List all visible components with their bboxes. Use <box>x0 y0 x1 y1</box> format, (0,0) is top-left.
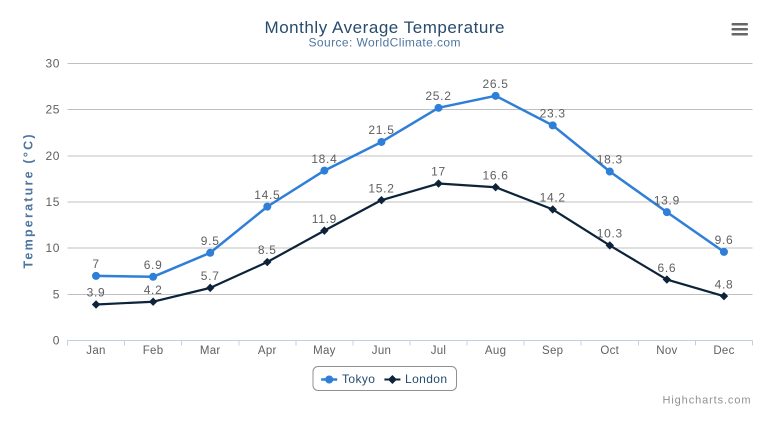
svg-text:May: May <box>313 345 336 357</box>
svg-text:Tokyo: Tokyo <box>342 372 375 386</box>
svg-text:10: 10 <box>45 241 60 255</box>
svg-text:Mar: Mar <box>200 345 221 357</box>
svg-text:5: 5 <box>53 287 60 301</box>
svg-text:13.9: 13.9 <box>654 193 680 207</box>
svg-text:16.6: 16.6 <box>483 168 509 182</box>
svg-text:25.2: 25.2 <box>425 89 451 103</box>
svg-text:6.9: 6.9 <box>144 258 163 272</box>
svg-text:Feb: Feb <box>143 345 164 357</box>
svg-text:17: 17 <box>431 165 446 179</box>
svg-text:Dec: Dec <box>713 345 734 357</box>
svg-text:Nov: Nov <box>656 345 677 357</box>
svg-text:8.5: 8.5 <box>258 243 277 257</box>
svg-text:Highcharts.com: Highcharts.com <box>663 395 751 407</box>
svg-text:Jun: Jun <box>372 345 391 357</box>
svg-text:11.9: 11.9 <box>312 212 337 226</box>
svg-text:London: London <box>405 372 447 386</box>
svg-text:Jul: Jul <box>431 345 447 357</box>
svg-text:Apr: Apr <box>258 345 277 357</box>
svg-text:23.3: 23.3 <box>540 107 566 121</box>
svg-text:7: 7 <box>92 257 99 271</box>
svg-text:Temperature (°C): Temperature (°C) <box>22 135 36 269</box>
svg-text:10.3: 10.3 <box>597 227 623 241</box>
svg-text:15: 15 <box>45 195 60 209</box>
svg-text:5.7: 5.7 <box>201 269 220 283</box>
svg-text:4.8: 4.8 <box>715 277 734 291</box>
svg-text:26.5: 26.5 <box>483 77 509 91</box>
svg-text:18.3: 18.3 <box>597 153 623 167</box>
svg-text:6.6: 6.6 <box>658 261 677 275</box>
svg-text:30: 30 <box>45 57 60 71</box>
svg-text:15.2: 15.2 <box>368 181 394 195</box>
svg-text:0: 0 <box>53 334 60 348</box>
svg-text:14.5: 14.5 <box>254 188 280 202</box>
svg-text:Oct: Oct <box>600 345 619 357</box>
svg-text:Jan: Jan <box>86 345 105 357</box>
svg-text:18.4: 18.4 <box>311 152 337 166</box>
svg-text:25: 25 <box>45 103 60 117</box>
svg-text:20: 20 <box>45 149 60 163</box>
svg-text:14.2: 14.2 <box>540 191 566 205</box>
svg-text:21.5: 21.5 <box>368 123 394 137</box>
svg-text:9.5: 9.5 <box>201 234 220 248</box>
svg-text:3.9: 3.9 <box>87 286 106 300</box>
svg-text:9.6: 9.6 <box>715 233 734 247</box>
svg-text:4.2: 4.2 <box>144 283 163 297</box>
svg-text:Monthly Average Temperature: Monthly Average Temperature <box>265 18 505 37</box>
svg-text:Aug: Aug <box>485 345 506 357</box>
svg-text:Source: WorldClimate.com: Source: WorldClimate.com <box>309 36 461 50</box>
svg-text:Sep: Sep <box>542 345 563 357</box>
